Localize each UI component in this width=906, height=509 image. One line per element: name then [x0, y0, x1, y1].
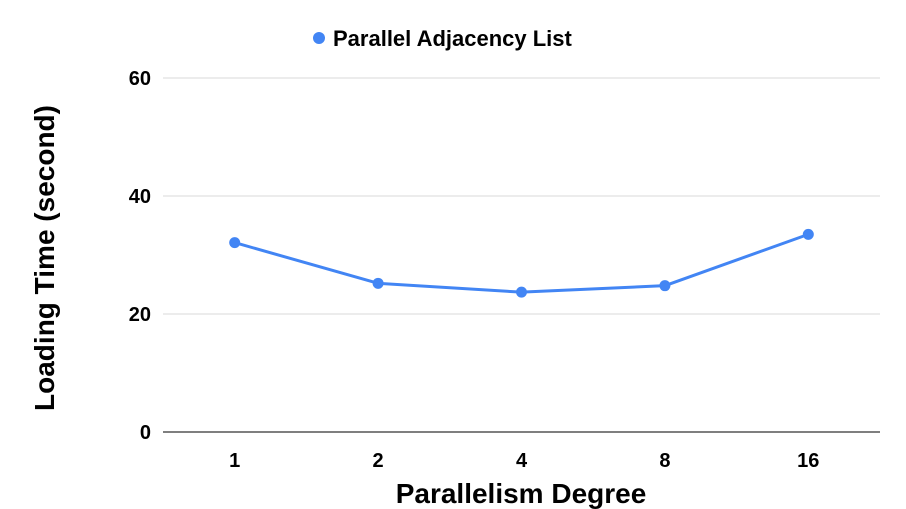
x-tick-label: 1 [229, 450, 240, 472]
data-point [229, 237, 241, 249]
x-tick-label: 4 [516, 450, 528, 472]
data-point [516, 286, 527, 298]
series-line [234, 232, 809, 294]
gridlines [163, 77, 880, 315]
data-point [802, 228, 814, 240]
legend: Parallel Adjacency List [313, 26, 573, 51]
y-tick-label: 0 [140, 422, 151, 444]
y-tick-label: 20 [129, 304, 151, 326]
data-point [659, 280, 671, 292]
y-axis-ticks: 0 20 40 60 [129, 68, 151, 444]
x-axis-title: Parallelism Degree [396, 478, 647, 509]
x-tick-label: 16 [797, 450, 819, 472]
y-axis-title: Loading Time (second) [29, 105, 60, 411]
y-tick-label: 40 [129, 186, 151, 208]
data-point [372, 277, 384, 289]
x-axis-ticks: 1 2 4 8 16 [229, 450, 819, 472]
x-tick-label: 2 [373, 450, 384, 472]
y-tick-label: 60 [129, 68, 151, 90]
legend-marker [313, 32, 325, 44]
legend-label: Parallel Adjacency List [333, 26, 573, 51]
series-layer [229, 228, 814, 298]
x-tick-label: 8 [659, 450, 670, 472]
